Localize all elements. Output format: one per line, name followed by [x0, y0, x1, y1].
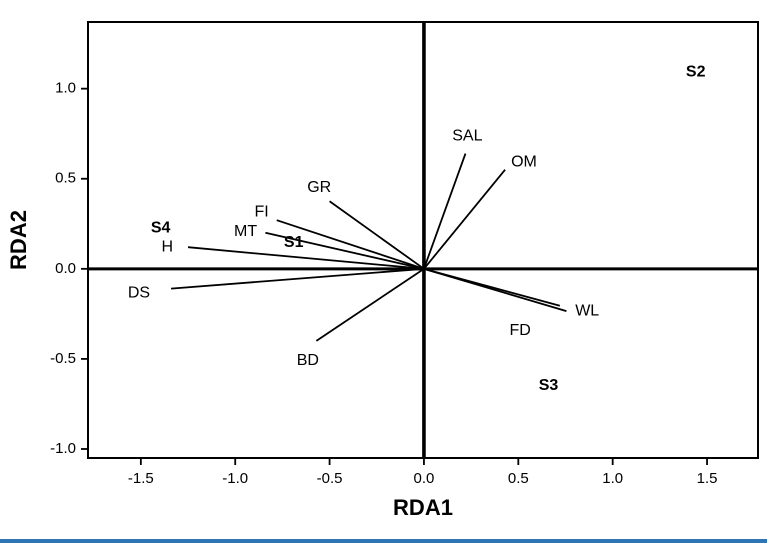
vector-label-fd: FD — [510, 322, 531, 339]
y-axis-title: RDA2 — [6, 210, 31, 270]
vector-label-mt: MT — [234, 223, 257, 240]
x-tick-label: 0.0 — [414, 470, 435, 487]
y-tick-label: 0.5 — [55, 170, 76, 187]
vector-label-fi: FI — [255, 203, 269, 220]
x-tick-label: -1.0 — [222, 470, 248, 487]
x-tick-label: -0.5 — [317, 470, 343, 487]
site-label-s2: S2 — [686, 64, 706, 81]
x-tick-label: 1.5 — [697, 470, 718, 487]
vector-label-gr: GR — [307, 179, 331, 196]
site-label-s4: S4 — [151, 220, 171, 237]
vector-line-sal — [423, 153, 467, 270]
vector-line-gr — [329, 200, 425, 270]
vector-label-h: H — [161, 238, 173, 255]
vector-line-mt — [265, 231, 425, 270]
vector-label-om: OM — [511, 154, 537, 171]
vector-line-om — [423, 169, 506, 270]
y-tick-label: 1.0 — [55, 80, 76, 97]
vector-label-bd: BD — [297, 352, 319, 369]
bottom-rule — [0, 539, 767, 543]
vector-line-h — [187, 246, 425, 270]
vector-line-wl — [423, 267, 567, 313]
x-tick-label: -1.5 — [128, 470, 154, 487]
vector-label-wl: WL — [575, 302, 599, 319]
vector-label-sal: SAL — [452, 128, 482, 145]
vector-line-fi — [276, 219, 425, 270]
vector-label-ds: DS — [128, 284, 150, 301]
vector-line-ds — [170, 267, 425, 290]
y-tick-label: -1.0 — [50, 440, 76, 457]
plot-border — [87, 21, 759, 459]
site-label-s1: S1 — [284, 234, 304, 251]
site-label-s3: S3 — [539, 377, 559, 394]
x-tick-label: 0.5 — [508, 470, 529, 487]
x-axis-title: RDA1 — [393, 495, 453, 520]
x-tick-label: 1.0 — [602, 470, 623, 487]
vector-line-bd — [315, 268, 425, 342]
y-tick-label: -0.5 — [50, 350, 76, 367]
y-tick-label: 0.0 — [55, 260, 76, 277]
